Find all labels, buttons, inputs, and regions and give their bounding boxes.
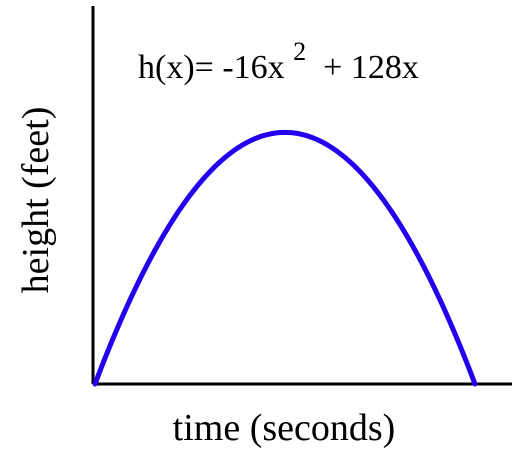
title-main: h(x)= -16x (138, 49, 285, 86)
y-axis-label: height (feet) (15, 107, 57, 294)
title-exponent: 2 (293, 37, 306, 66)
title-rest: + 128x (315, 49, 419, 86)
chart-title: h(x)= -16x 2 + 128x (138, 31, 419, 86)
x-axis-label: time (seconds) (173, 407, 396, 449)
series-line (92, 129, 478, 387)
